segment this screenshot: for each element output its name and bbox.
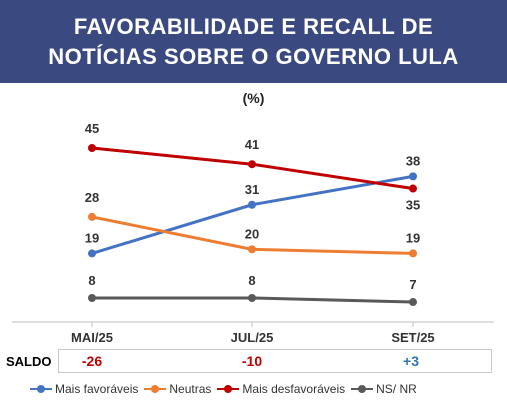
data-point — [409, 249, 417, 258]
data-label: 45 — [85, 121, 99, 136]
chart-legend: Mais favoráveis Neutras Mais desfavoráveis… — [30, 381, 423, 397]
legend-label: Mais desfavoráveis — [242, 382, 346, 396]
legend-swatch — [217, 383, 240, 395]
data-point — [409, 298, 417, 307]
x-tick-label: JUL/25 — [231, 330, 274, 345]
legend-swatch — [144, 383, 167, 395]
legend-label: Mais favoráveis — [55, 382, 139, 396]
data-point — [248, 294, 256, 302]
title-banner: FAVORABILIDADE E RECALL DE NOTÍCIAS SOBR… — [0, 0, 507, 83]
saldo-value-mai: -26 — [81, 353, 103, 369]
data-label: 8 — [248, 273, 255, 288]
saldo-box — [58, 349, 492, 373]
data-label: 41 — [245, 137, 259, 152]
unit-label: (%) — [242, 90, 265, 106]
saldo-value-jul: -10 — [241, 353, 263, 369]
legend-label: NS/ NR — [376, 382, 417, 396]
legend-item: Mais favoráveis — [30, 382, 138, 396]
data-point — [88, 212, 96, 221]
legend-swatch — [351, 383, 374, 395]
legend-label: Neutras — [169, 382, 212, 396]
data-point — [248, 245, 256, 254]
data-point — [248, 160, 256, 169]
x-tick-label: SET/25 — [391, 330, 434, 345]
title-line-2: NOTÍCIAS SOBRE O GOVERNO LULA — [48, 43, 459, 69]
legend-item: Mais desfavoráveis — [217, 382, 345, 396]
title-line-1: FAVORABILIDADE E RECALL DE — [73, 13, 434, 39]
data-label: 31 — [245, 182, 259, 197]
data-label: 35 — [406, 198, 420, 213]
data-label: 28 — [85, 190, 99, 205]
data-label: 8 — [88, 273, 95, 288]
data-point — [88, 144, 96, 152]
data-label: 19 — [85, 230, 99, 245]
x-tick-label: MAI/25 — [71, 330, 113, 345]
saldo-value-set: +3 — [403, 353, 419, 369]
data-point — [409, 184, 417, 193]
data-label: 38 — [406, 153, 420, 168]
data-label: 19 — [406, 230, 420, 245]
data-point — [409, 172, 417, 181]
data-point — [248, 200, 256, 209]
data-label: 20 — [245, 226, 259, 241]
saldo-label: SALDO — [6, 354, 52, 369]
legend-item: NS/ NR — [351, 382, 417, 396]
data-label: 7 — [409, 277, 416, 292]
data-point — [88, 249, 96, 258]
legend-swatch — [30, 383, 52, 395]
legend-item: Neutras — [144, 382, 211, 396]
data-point — [88, 294, 96, 302]
